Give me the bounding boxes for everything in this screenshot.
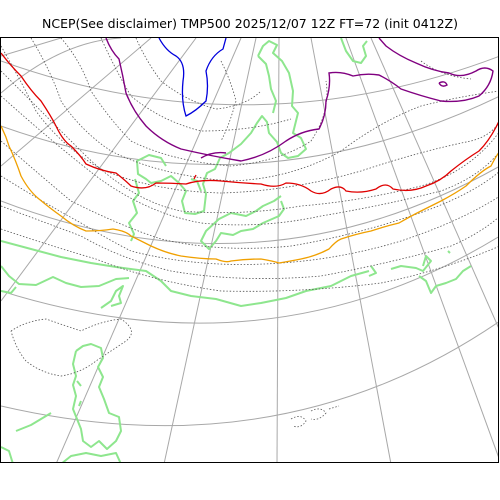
map-canvas bbox=[1, 38, 498, 462]
map-frame bbox=[0, 37, 499, 463]
isotherm-blue bbox=[158, 38, 227, 117]
map-title: NCEP(See disclaimer) TMP500 2025/12/07 1… bbox=[41, 16, 458, 31]
isotherm-purple bbox=[105, 38, 494, 162]
coastlines bbox=[1, 38, 472, 462]
minor-isotherms bbox=[1, 38, 498, 428]
isotherm-orange bbox=[1, 125, 498, 264]
isotherm-red bbox=[1, 52, 498, 195]
